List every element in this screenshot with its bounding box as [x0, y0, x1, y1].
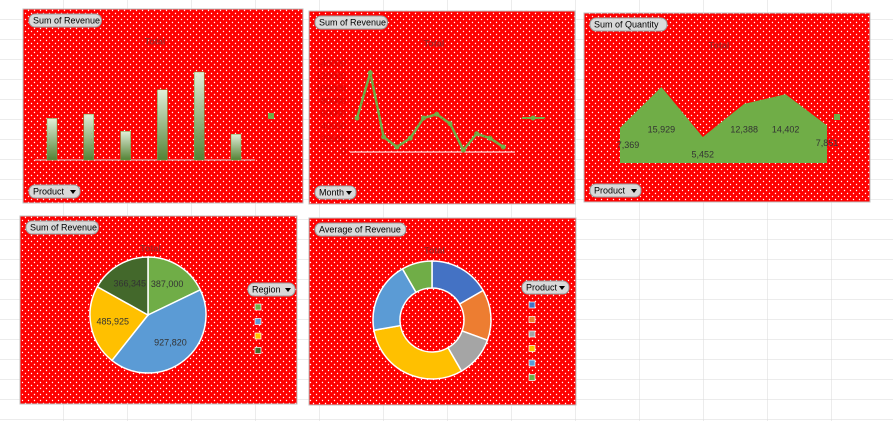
button-bg: [589, 17, 668, 32]
dropdown-arrow: [631, 189, 637, 193]
slice: [96, 256, 149, 317]
data-label: 387,000: [151, 279, 184, 289]
chart-title: Total: [424, 245, 445, 255]
point: [474, 131, 480, 137]
button-bg: [247, 282, 296, 297]
point: [500, 144, 506, 150]
button-label: Sum of Revenue: [319, 17, 386, 27]
chart-title: Total: [709, 40, 730, 50]
field-button: Sum of Quantity: [589, 17, 668, 32]
area: [620, 87, 827, 163]
bar: [157, 89, 168, 161]
bar: [193, 71, 205, 161]
button-label: Product: [33, 186, 65, 196]
data-label: 366,345: [114, 278, 147, 288]
data-label: 14,402: [772, 124, 800, 134]
field-button: Sum of Revenue: [28, 13, 102, 28]
point: [460, 147, 466, 153]
legend-key: [528, 359, 536, 367]
bar: [46, 118, 58, 161]
button-bg: [314, 222, 407, 237]
data-label: 927,820: [154, 337, 187, 347]
field-button: Average of Revenue: [314, 222, 407, 237]
slice: [401, 260, 433, 294]
point: [421, 115, 426, 121]
chart-title: Total: [145, 36, 166, 46]
button-bg: [314, 15, 388, 30]
legend-key: [254, 347, 262, 354]
field-button[interactable]: Product: [28, 184, 81, 199]
button-bg: [314, 185, 357, 200]
data-label: 15,929: [648, 124, 676, 134]
legend-key: [528, 374, 536, 381]
button-bg: [28, 184, 81, 199]
data-label: 485,925: [96, 316, 129, 326]
legend-key-dot: [530, 115, 536, 121]
point: [394, 144, 400, 150]
point: [367, 70, 373, 76]
data-label: 7,851: [816, 138, 839, 148]
chart-area: [583, 12, 871, 203]
bar: [120, 131, 131, 161]
point: [487, 135, 493, 141]
button-label: Region: [252, 284, 281, 294]
button-bg: [28, 13, 102, 28]
field-button[interactable]: Region: [247, 282, 296, 297]
button-label: Average of Revenue: [319, 224, 401, 234]
y-tick-label: 40000: [321, 121, 346, 131]
point: [407, 135, 413, 141]
button-bg: [521, 280, 570, 295]
data-label: 12,388: [730, 124, 758, 134]
legend-key: [268, 113, 274, 119]
point: [434, 111, 440, 117]
button-label: Sum of Quantity: [594, 19, 659, 29]
data-label: 7,369: [617, 140, 640, 150]
button-bg: [589, 183, 642, 198]
slice: [110, 288, 207, 374]
button-label: Month: [319, 187, 344, 197]
y-tick-label: 60000: [321, 109, 346, 119]
legend-key: [528, 330, 536, 338]
bar: [230, 133, 242, 161]
slice: [147, 256, 202, 317]
legend-key: [254, 332, 262, 340]
chart-title: Total: [424, 38, 445, 48]
field-button[interactable]: Product: [589, 183, 642, 198]
field-button: Sum of Revenue: [314, 15, 388, 30]
legend-key: [528, 316, 536, 323]
button-label: Product: [594, 185, 626, 195]
dropdown-arrow: [70, 190, 76, 194]
chart-area: [308, 10, 576, 205]
bar: [83, 113, 95, 161]
slice: [89, 285, 150, 362]
point: [381, 134, 387, 140]
button-label: Product: [526, 282, 558, 292]
field-button: Sum of Revenue: [25, 220, 99, 235]
button-bg: [25, 220, 99, 235]
legend-key: [834, 114, 840, 120]
y-tick-label: 20000: [321, 134, 346, 144]
field-button[interactable]: Product: [521, 280, 570, 295]
y-tick-label: 0: [341, 146, 346, 156]
legend-key: [528, 301, 536, 309]
field-button[interactable]: Month: [314, 185, 357, 200]
dropdown-arrow: [346, 191, 352, 195]
chart-title: Total: [140, 243, 161, 253]
dropdown-arrow: [559, 286, 565, 290]
y-tick-label: 100000: [316, 84, 346, 94]
point: [447, 121, 453, 127]
dropdown-arrow: [285, 288, 291, 292]
legend-key: [528, 345, 536, 352]
button-label: Sum of Revenue: [33, 15, 100, 25]
legend-key: [254, 318, 262, 325]
y-tick-label: 120000: [316, 71, 346, 81]
button-label: Sum of Revenue: [30, 222, 97, 232]
data-label: 5,452: [692, 149, 715, 159]
legend-key: [254, 303, 262, 311]
point: [354, 115, 360, 121]
y-tick-label: 140000: [316, 58, 346, 68]
y-tick-label: 80000: [321, 96, 346, 106]
